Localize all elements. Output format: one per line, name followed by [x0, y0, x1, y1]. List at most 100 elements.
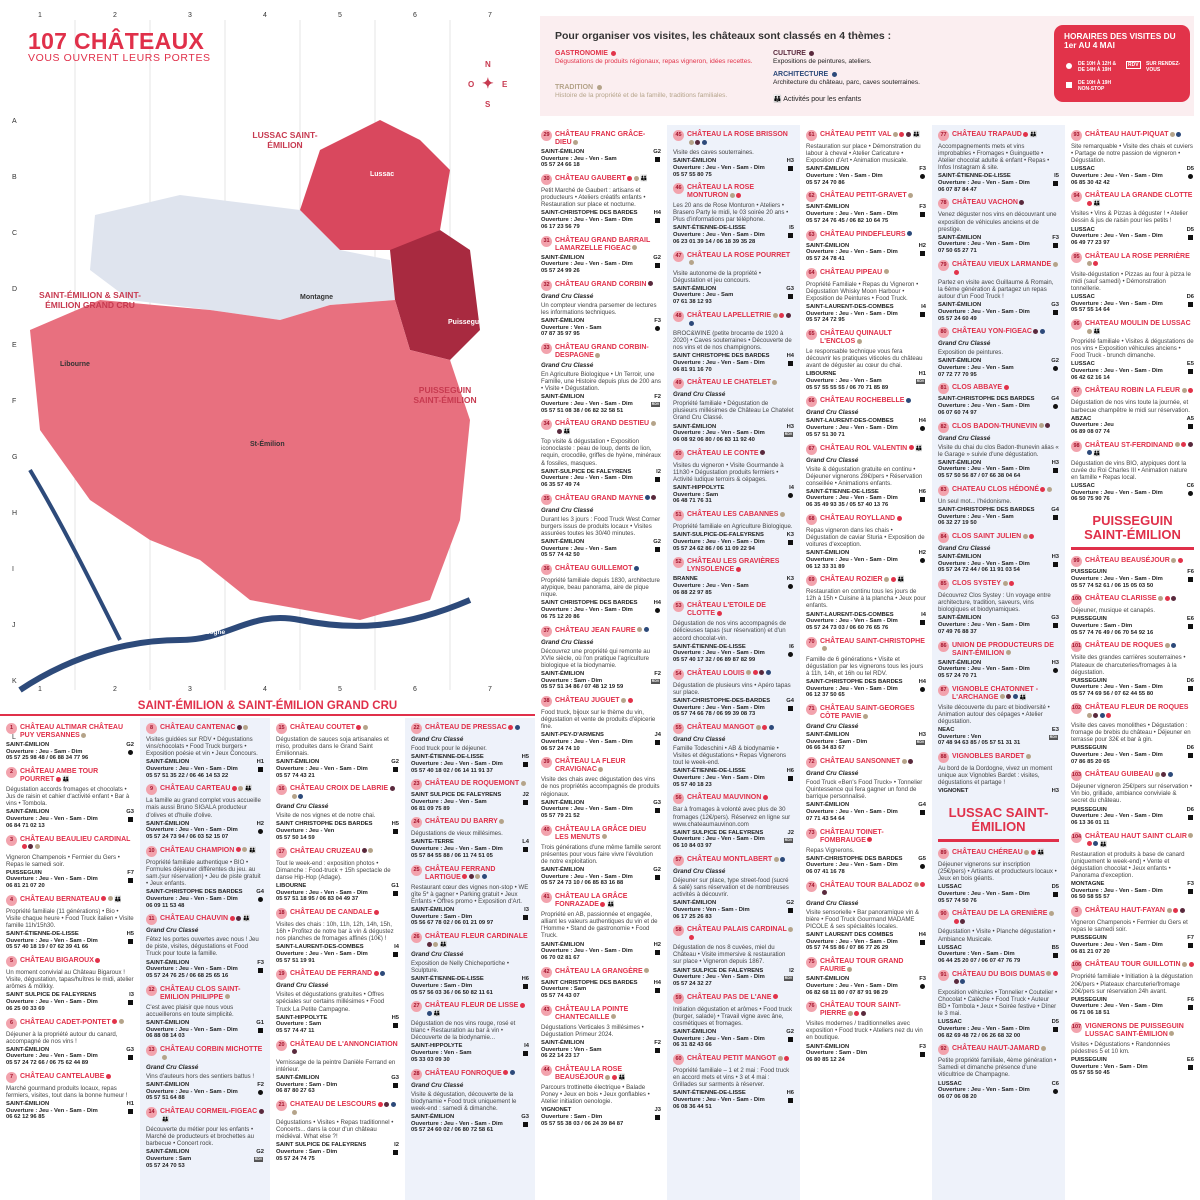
- phone-number[interactable]: 05 57 24 74 75: [276, 1155, 315, 1162]
- chateau-name[interactable]: CHÂTEAU QUINAULT L'ENCLOS: [820, 329, 926, 346]
- chateau-name[interactable]: CHÂTEAU GRAND DESTIEU👪: [555, 419, 661, 436]
- phone-number[interactable]: 06 50 75 90 76: [1071, 496, 1110, 503]
- map-grid-ref[interactable]: H6: [786, 1090, 794, 1097]
- chateau-entry[interactable]: 100 CHÂTEAU CLARISSE Déjeuner, musique et …: [1071, 594, 1194, 636]
- chateau-entry[interactable]: 94 CHÂTEAU LA GRANDE CLOTTE👪 Visites • Vin…: [1071, 191, 1194, 246]
- chateau-entry[interactable]: 91 CHÂTEAU DU BOIS DUMAS Exposition véhicu…: [938, 969, 1059, 1039]
- chateau-name[interactable]: CHÂTEAU MONTLABERT: [687, 855, 786, 864]
- map-grid-ref[interactable]: D6: [1186, 677, 1194, 684]
- map-grid-ref[interactable]: F3: [1187, 881, 1194, 888]
- chateau-entry[interactable]: 82 CLOS BADON-THUNEVIN Grand Cru Classé Vis…: [938, 421, 1059, 480]
- map-grid-ref[interactable]: G4: [918, 802, 926, 809]
- chateau-name[interactable]: CHÂTEAU ROL VALENTIN 👪: [820, 444, 923, 453]
- phone-number[interactable]: 05 57 51 30 71: [806, 431, 845, 438]
- phone-number[interactable]: 05 57 74 47 11: [276, 1028, 315, 1035]
- chateau-name[interactable]: CHÂTEAU FLEUR DE LISSE👪: [425, 1001, 529, 1018]
- chateau-name[interactable]: CHÂTEAU BERNATEAU 👪: [20, 895, 122, 904]
- map-grid-ref[interactable]: H1: [918, 371, 926, 378]
- phone-number[interactable]: 06 23 01 39 14 / 06 18 39 35 28: [673, 238, 756, 245]
- map-grid-ref[interactable]: I4: [921, 303, 926, 310]
- phone-number[interactable]: 06 09 11 53 48: [146, 902, 185, 909]
- map-grid-ref[interactable]: I4: [394, 944, 399, 951]
- chateau-entry[interactable]: 93 CHÂTEAU HAUT-PIQUAT Site remarquable • …: [1071, 130, 1194, 186]
- chateau-entry[interactable]: 10 CHÂTEAU CHAMPION 👪 Propriété familiale a…: [146, 845, 264, 909]
- phone-number[interactable]: 06 07 41 16 78: [806, 869, 845, 876]
- chateau-entry[interactable]: 38 CHÂTEAU JUGUET Food truck, bijoux sur l…: [541, 695, 661, 752]
- chateau-name[interactable]: CHÂTEAU ROBIN LA FLEUR: [1085, 386, 1194, 395]
- chateau-entry[interactable]: 41 CHÂTEAU LA GRÂCE FONRAZADE 👪 Propriété e…: [541, 892, 661, 961]
- chateau-name[interactable]: CHÂTEAU CLARISSE: [1085, 594, 1177, 603]
- map-grid-ref[interactable]: I3: [129, 992, 134, 999]
- map-grid-ref[interactable]: G3: [786, 285, 794, 292]
- chateau-entry[interactable]: 29 CHÂTEAU FRANC GRÂCE-DIEU SAINT-ÉMILION G…: [541, 130, 661, 169]
- phone-number[interactable]: 05 57 24 76 45 / 06 82 10 64 75: [806, 217, 889, 224]
- map-grid-ref[interactable]: H6: [786, 768, 794, 775]
- map-grid-ref[interactable]: D5: [1186, 166, 1194, 173]
- chateau-name[interactable]: CHÂTEAU FONROQUE: [425, 1069, 515, 1078]
- chateau-name[interactable]: CHÂTEAU BIGAROUX: [20, 956, 101, 965]
- map-grid-ref[interactable]: H4: [918, 932, 926, 939]
- chateau-name[interactable]: CHÂTEAU DE ROQUEMONT: [425, 779, 526, 788]
- phone-number[interactable]: 07 72 77 70 95: [938, 371, 977, 378]
- phone-number[interactable]: 06 12 37 50 65: [806, 692, 845, 699]
- chateau-entry[interactable]: 39 CHÂTEAU LA FLEUR CRAVIGNAC Visite des c…: [541, 757, 661, 819]
- chateau-entry[interactable]: 64 CHÂTEAU PIPEAU Propriété Familiale • Re…: [806, 267, 926, 324]
- map-grid-ref[interactable]: G1: [256, 1019, 264, 1026]
- chateau-entry[interactable]: 36 CHÂTEAU GUILLEMOT Propriété familiale d…: [541, 564, 661, 620]
- chateau-name[interactable]: CHÂTEAU GRAND MAYNE: [555, 494, 657, 503]
- chateau-name[interactable]: CHÂTEAU FLEUR DE ROQUES: [1085, 703, 1194, 720]
- phone-number[interactable]: 05 56 67 78 02 / 06 01 21 09 97: [411, 920, 494, 927]
- chateau-name[interactable]: CHATEAU DE LESCOURS: [290, 1100, 399, 1117]
- phone-number[interactable]: 05 57 51 19 91: [276, 957, 315, 964]
- chateau-name[interactable]: CHÂTEAU LA ROSE MONTURON: [687, 183, 794, 200]
- chateau-entry[interactable]: 59 CHÂTEAU PAS DE L'ANE Initiation dégusta…: [673, 992, 794, 1049]
- map-grid-ref[interactable]: D6: [1186, 806, 1194, 813]
- chateau-entry[interactable]: 3 CHÂTEAU HAUT-FAYAN Vigneron Champenois •…: [1071, 906, 1194, 955]
- phone-number[interactable]: 06 57 24 74 10: [541, 745, 580, 752]
- chateau-name[interactable]: CHÂTEAU DE CANDALE: [290, 908, 379, 917]
- map-grid-ref[interactable]: J4: [654, 732, 661, 739]
- map-grid-ref[interactable]: H3: [786, 423, 794, 430]
- map-grid-ref[interactable]: J3: [654, 1107, 661, 1114]
- map-grid-ref[interactable]: G5: [918, 855, 926, 862]
- map-grid-ref[interactable]: G4: [786, 697, 794, 704]
- map-grid-ref[interactable]: G4: [1051, 396, 1059, 403]
- chateau-name[interactable]: CHÂTEAU TOUR SAINT-PIERRE: [820, 1001, 926, 1018]
- map-grid-ref[interactable]: J2: [787, 829, 794, 836]
- phone-number[interactable]: 05 57 51 34 86 / 07 48 12 19 59: [541, 684, 624, 691]
- chateau-name[interactable]: CHÂTEAU ALTIMAR CHÂTEAU PUY VERSANNES: [20, 723, 134, 740]
- phone-number[interactable]: 05 57 55 50 45: [1071, 1070, 1110, 1077]
- chateau-name[interactable]: CHÂTEAU COUTET: [290, 723, 368, 732]
- phone-number[interactable]: 06 07 87 84 47: [938, 186, 977, 193]
- phone-number[interactable]: 05 57 74 52 61 / 06 15 05 03 50: [1071, 582, 1154, 589]
- phone-number[interactable]: 05 57 74 43 07: [541, 993, 580, 1000]
- map-grid-ref[interactable]: E6: [1186, 616, 1194, 623]
- map-grid-ref[interactable]: G2: [653, 254, 661, 261]
- phone-number[interactable]: 06 50 58 55 57: [1071, 894, 1110, 901]
- phone-number[interactable]: 05 57 24 70 86: [806, 179, 845, 186]
- phone-number[interactable]: 06 84 71 02 13: [6, 822, 45, 829]
- chateau-entry[interactable]: 45 CHÂTEAU LA ROSE BRISSON Visite des cave…: [673, 130, 794, 178]
- chateau-name[interactable]: CHÂTEAU ST-FERDINAND👪: [1085, 441, 1194, 458]
- chateau-entry[interactable]: 73 CHÂTEAU TOINET-FOMBRAUGE Repas Vigneron…: [806, 827, 926, 876]
- chateau-entry[interactable]: 98 CHÂTEAU ST-FERDINAND👪 Dégustation de vi…: [1071, 440, 1194, 503]
- map-grid-ref[interactable]: H3: [1051, 659, 1059, 666]
- phone-number[interactable]: 05 57 24 78 41: [806, 255, 845, 262]
- phone-number[interactable]: 06 35 57 49 74: [541, 482, 580, 489]
- chateau-entry[interactable]: 20 CHÂTEAU DE L'ANNONCIATION Vernissage de…: [276, 1039, 399, 1095]
- map-grid-ref[interactable]: I3: [524, 906, 529, 913]
- map-grid-ref[interactable]: G2: [653, 867, 661, 874]
- chateau-name[interactable]: CHÂTEAU LA GRANDE CLOTTE👪: [1085, 191, 1194, 208]
- chateau-name[interactable]: CHÂTEAU CLOS SAINT-EMILION PHILIPPE: [160, 985, 264, 1002]
- chateau-entry[interactable]: 3 CHÂTEAU BEAULIEU CARDINAL Vigneron Champ…: [6, 834, 134, 890]
- map-grid-ref[interactable]: F7: [1187, 935, 1194, 942]
- chateau-entry[interactable]: 68 CHÂTEAU ROYLLAND Repas vigneron dans le…: [806, 513, 926, 570]
- chateau-name[interactable]: CHÂTEAU CANTELAUBE: [20, 1072, 111, 1081]
- map-grid-ref[interactable]: L4: [522, 839, 529, 846]
- map-grid-ref[interactable]: G3: [126, 809, 134, 816]
- map-grid-ref[interactable]: H4: [918, 678, 926, 685]
- map-grid-ref[interactable]: I2: [789, 967, 794, 974]
- chateau-entry[interactable]: 30 CHÂTEAU GAUBERT 👪 Petit Marché de Gauber…: [541, 174, 661, 230]
- chateau-entry[interactable]: 96 CHATEAU MOULIN DE LUSSAC👪 Propriété fam…: [1071, 319, 1194, 381]
- map-grid-ref[interactable]: H3: [918, 732, 926, 739]
